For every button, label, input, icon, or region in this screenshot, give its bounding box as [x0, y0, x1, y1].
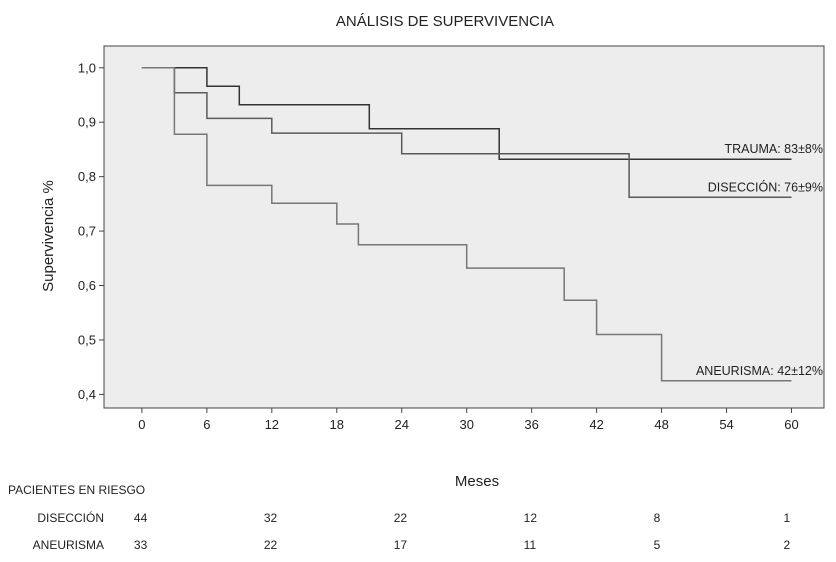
series-line-trauma — [141, 67, 792, 160]
risk-table: PACIENTES EN RIESGO DISECCIÓN 44 32 22 12 8 1 A… — [8, 483, 791, 552]
x-axis-label: Meses — [455, 473, 499, 490]
x-tick-label: 30 — [459, 417, 473, 432]
y-tick-label: 0,6 — [78, 278, 96, 293]
series-annotation: TRAUMA: 83±8% — [724, 142, 823, 156]
series-annotation: DISECCIÓN: 76±9% — [708, 179, 823, 194]
x-tick-label: 12 — [265, 417, 279, 432]
y-axis-label: Supervivencia % — [40, 180, 57, 292]
risk-cell: 11 — [524, 538, 537, 552]
risk-cell: 33 — [134, 538, 148, 552]
y-tick-label: 1,0 — [78, 60, 96, 75]
x-tick-label: 54 — [719, 417, 733, 432]
x-tick-label: 60 — [784, 417, 798, 432]
x-tick-label: 24 — [395, 417, 409, 432]
x-tick-label: 48 — [654, 417, 668, 432]
risk-cell: 22 — [394, 511, 408, 525]
risk-cell: 22 — [264, 538, 278, 552]
x-tick-label: 36 — [524, 417, 538, 432]
y-tick-label: 0,8 — [78, 169, 96, 184]
risk-cell: 2 — [784, 538, 791, 552]
x-tick-label: 6 — [203, 417, 210, 432]
plot-area — [103, 45, 825, 409]
risk-cell: 17 — [394, 538, 408, 552]
risk-cell: 44 — [134, 511, 148, 525]
y-axis: 0,4 0,5 0,6 0,7 0,8 0,9 1,0 — [78, 60, 104, 402]
risk-cell: 1 — [784, 511, 791, 525]
x-tick-label: 0 — [138, 417, 145, 432]
risk-cell: 12 — [524, 511, 538, 525]
risk-cell: 5 — [654, 538, 661, 552]
x-axis: 0 6 12 18 24 30 36 42 48 54 60 — [138, 408, 799, 432]
series-line-aneurisma — [141, 67, 792, 382]
risk-row-label: DISECCIÓN — [37, 510, 104, 525]
risk-row-label: ANEURISMA — [33, 538, 104, 552]
y-tick-label: 0,9 — [78, 115, 96, 130]
risk-cell: 32 — [264, 511, 278, 525]
x-tick-label: 42 — [589, 417, 603, 432]
y-tick-label: 0,5 — [78, 332, 96, 347]
y-tick-label: 0,4 — [78, 387, 96, 402]
y-tick-label: 0,7 — [78, 224, 96, 239]
chart-title: ANÁLISIS DE SUPERVIVENCIA — [336, 13, 554, 30]
risk-table-title: PACIENTES EN RIESGO — [8, 483, 145, 497]
series-annotation: ANEURISMA: 42±12% — [696, 364, 823, 378]
x-tick-label: 18 — [330, 417, 344, 432]
series-group: TRAUMA: 83±8% DISECCIÓN: 76±9% ANEURISMA: … — [141, 67, 823, 382]
risk-cell: 8 — [654, 511, 661, 525]
